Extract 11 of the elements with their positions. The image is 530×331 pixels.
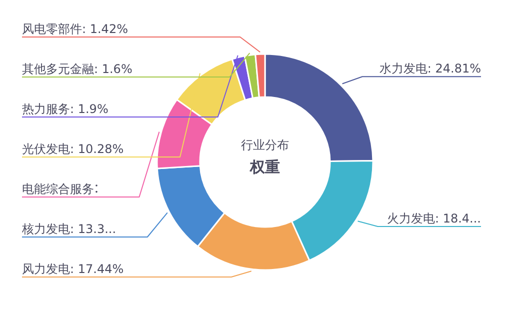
text: 行业分布: [241, 138, 289, 152]
slice-label: 水力发电: 24.81%: [379, 62, 481, 76]
text: 权重: [249, 158, 280, 176]
slice-label: 火力发电: 18.4...: [386, 212, 481, 226]
slice-label: 热力服务: 1.9%: [22, 102, 108, 116]
slice-label: 光伏发电: 10.28%: [22, 142, 124, 156]
slice-label: 风电零部件: 1.42%: [22, 22, 128, 36]
slice-label: 风力发电: 17.44%: [22, 262, 124, 276]
slice-label: 核力发电: 13.3...: [21, 222, 116, 236]
slice-label: 电能综合服务: [22, 182, 94, 196]
slice-label: 其他多元金融: 1.6%: [22, 62, 132, 76]
